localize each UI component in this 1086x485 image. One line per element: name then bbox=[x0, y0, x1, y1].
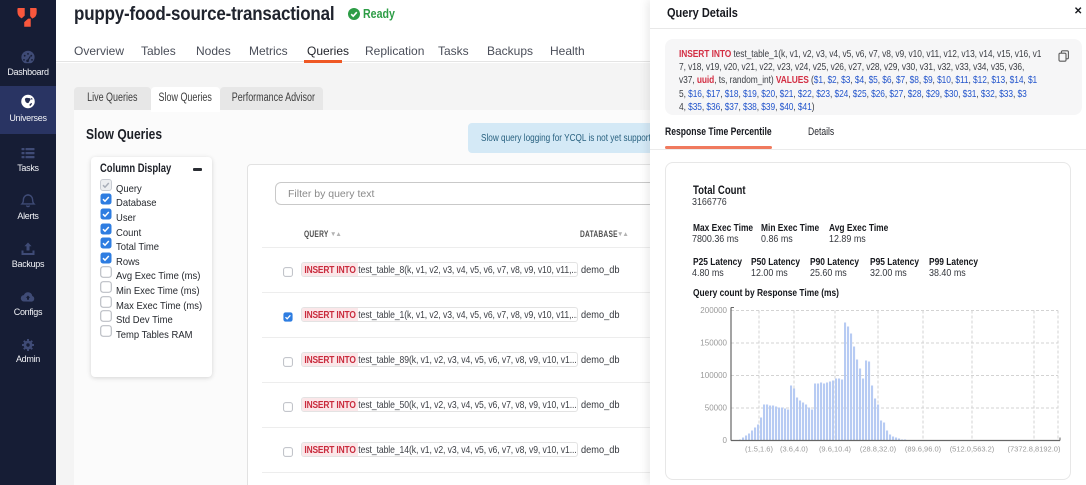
svg-text:150000: 150000 bbox=[700, 339, 727, 348]
svg-text:(89.6,96.0): (89.6,96.0) bbox=[905, 445, 942, 454]
svg-text:(1.5,1.6): (1.5,1.6) bbox=[745, 445, 773, 454]
svg-text:(9.6,10.4): (9.6,10.4) bbox=[819, 445, 852, 454]
svg-text:0: 0 bbox=[723, 436, 728, 445]
svg-text:(512.0,563.2): (512.0,563.2) bbox=[950, 445, 995, 454]
svg-text:(7372.8,8192.0): (7372.8,8192.0) bbox=[1008, 445, 1061, 454]
svg-text:100000: 100000 bbox=[700, 371, 727, 380]
svg-text:(3.6,4.0): (3.6,4.0) bbox=[780, 445, 808, 454]
svg-text:(28.8,32.0): (28.8,32.0) bbox=[860, 445, 897, 454]
svg-text:200000: 200000 bbox=[700, 306, 727, 315]
svg-text:50000: 50000 bbox=[705, 404, 728, 413]
